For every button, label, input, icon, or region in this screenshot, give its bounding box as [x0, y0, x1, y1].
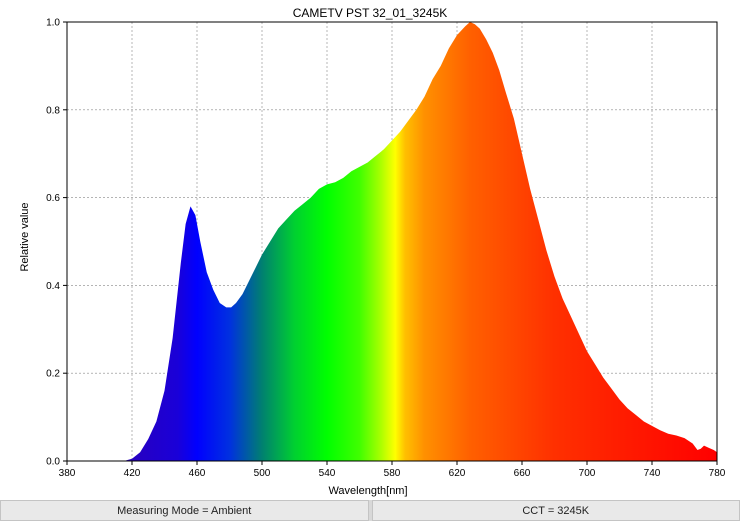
- x-tick-label: 740: [644, 468, 661, 479]
- x-axis-label: Wavelength[nm]: [328, 485, 407, 497]
- y-axis-ticks: 0.0 0.2 0.4 0.6 0.8 1.0: [46, 18, 67, 468]
- x-tick-label: 660: [514, 468, 531, 479]
- x-tick-label: 540: [319, 468, 336, 479]
- spectrum-area: [67, 22, 717, 461]
- x-tick-label: 420: [124, 468, 141, 479]
- x-tick-label: 500: [254, 468, 271, 479]
- y-tick-label: 0.4: [46, 281, 60, 292]
- y-tick-label: 1.0: [46, 18, 60, 29]
- spectrum-chart: 380 420 460 500 540 580 620 660 700 740 780 0.0 0.2…: [19, 6, 726, 497]
- x-tick-label: 620: [449, 468, 466, 479]
- y-axis-label: Relative value: [19, 202, 31, 271]
- x-tick-label: 780: [709, 468, 726, 479]
- cct-status: CCT = 3245K: [371, 500, 740, 521]
- x-tick-label: 380: [59, 468, 76, 479]
- x-tick-label: 580: [384, 468, 401, 479]
- y-tick-label: 0.6: [46, 193, 60, 204]
- y-tick-label: 0.0: [46, 457, 60, 468]
- x-tick-label: 700: [579, 468, 596, 479]
- measuring-mode-status: Measuring Mode = Ambient: [0, 500, 369, 521]
- status-bar: Measuring Mode = Ambient CCT = 3245K: [0, 500, 740, 521]
- chart-title: CAMETV PST 32_01_3245K: [293, 6, 448, 20]
- x-tick-label: 460: [189, 468, 206, 479]
- y-tick-label: 0.8: [46, 105, 60, 116]
- x-axis-ticks: 380 420 460 500 540 580 620 660 700 740 780: [59, 461, 726, 479]
- y-tick-label: 0.2: [46, 369, 60, 380]
